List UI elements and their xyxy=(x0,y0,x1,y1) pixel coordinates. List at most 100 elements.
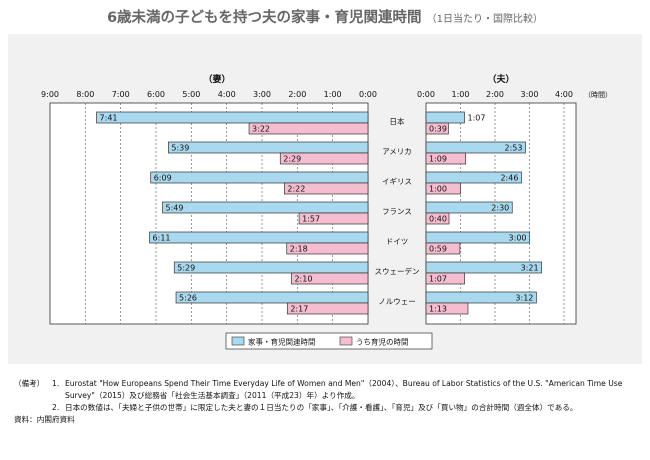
wife-total-label: 6:11 xyxy=(153,234,171,243)
wife-childcare-bar xyxy=(286,242,369,255)
wife-total-bar xyxy=(96,111,369,124)
husband-total-bar xyxy=(425,231,530,244)
husband-total-bar xyxy=(425,261,542,274)
chart-title-block: 6歳未満の子どもを持つ夫の家事・育児関連時間 （1日当たり・国際比較） xyxy=(0,6,650,27)
category-label: フランス xyxy=(382,207,412,216)
husband-total-label: 2:53 xyxy=(505,144,523,153)
note-row-2: 2. 日本の数値は、「夫婦と子供の世帯」に限定した夫と妻の１日当たりの「家事」、… xyxy=(14,402,642,414)
chart-area: 9:00 8:00 7:00 6:00 5:00 4:00 3:00 2:00 1:00 0:00… xyxy=(8,34,642,364)
husband-total-label: 3:12 xyxy=(515,294,533,303)
wife-total-bar xyxy=(150,171,369,184)
husband-total-label: 2:30 xyxy=(491,204,509,213)
husband-childcare-label: 1:13 xyxy=(429,305,447,314)
wife-childcare-bar xyxy=(298,212,369,225)
wife-total-label: 5:29 xyxy=(177,264,195,273)
wife-tick-label: 9:00 xyxy=(41,90,59,99)
wife-childcare-label: 2:29 xyxy=(283,155,301,164)
husband-childcare-bar xyxy=(425,152,467,165)
husband-childcare-label: 1:07 xyxy=(429,275,447,284)
husband-childcare-bar xyxy=(425,272,465,285)
category-label: スウェーデン xyxy=(375,266,420,276)
husband-childcare-bar xyxy=(425,122,449,135)
wife-childcare-bar xyxy=(279,152,369,165)
wife-total-bar xyxy=(175,291,369,304)
husband-total-label: 3:21 xyxy=(521,264,539,273)
chart-svg: 9:00 8:00 7:00 6:00 5:00 4:00 3:00 2:00 1:00 0:00… xyxy=(41,73,612,350)
note-number: 2. xyxy=(52,403,60,412)
wife-tick-label: 6:00 xyxy=(147,90,165,99)
category-label: アメリカ xyxy=(382,147,412,156)
wife-tick-label: 1:00 xyxy=(324,90,342,99)
wife-tick-label: 0:00 xyxy=(359,90,377,99)
husband-childcare-label: 0:40 xyxy=(429,215,447,224)
wife-childcare-label: 2:17 xyxy=(290,305,308,314)
husband-tick-label: 2:00 xyxy=(486,90,504,99)
husband-plot-area xyxy=(425,102,577,325)
husband-childcare-label: 0:39 xyxy=(429,125,447,134)
husband-tick-label: 4:00 xyxy=(555,90,573,99)
husband-childcare-label: 0:59 xyxy=(429,245,447,254)
category-label: イギリス xyxy=(382,177,412,186)
wife-panel-label: （妻） xyxy=(203,73,230,85)
wife-total-label: 5:39 xyxy=(171,144,189,153)
wife-total-bar xyxy=(168,141,369,154)
husband-tick-label: 3:00 xyxy=(521,90,539,99)
notes-tag: （備考） xyxy=(14,379,45,388)
wife-childcare-bar xyxy=(286,302,369,315)
husband-total-label: 2:46 xyxy=(500,174,518,183)
note-text: Eurostat "How Europeans Spend Their Time… xyxy=(65,379,623,400)
note-text: 日本の数値は、「夫婦と子供の世帯」に限定した夫と妻の１日当たりの「家事」、「介護… xyxy=(65,403,578,412)
notes-block: （備考） 1. Eurostat "How Europeans Spend Th… xyxy=(14,378,642,426)
wife-total-label: 5:49 xyxy=(165,204,183,213)
wife-tick-label: 3:00 xyxy=(253,90,271,99)
chart-title: 6歳未満の子どもを持つ夫の家事・育児関連時間 xyxy=(106,10,422,26)
wife-tick-label: 8:00 xyxy=(76,90,94,99)
husband-panel-label: （夫） xyxy=(487,73,514,85)
category-label: ノルウェー xyxy=(378,297,416,306)
husband-axis-unit: （時間） xyxy=(584,91,612,99)
wife-childcare-label: 2:10 xyxy=(294,275,312,284)
husband-childcare-bar xyxy=(425,302,469,315)
wife-total-bar xyxy=(162,201,369,214)
source-note: 資料：内閣府資料 xyxy=(14,415,75,424)
note-row-1: （備考） 1. Eurostat "How Europeans Spend Th… xyxy=(14,378,642,402)
chart-subtitle: （1日当たり・国際比較） xyxy=(426,14,544,25)
husband-total-bar xyxy=(425,171,522,184)
husband-childcare-bar xyxy=(425,212,450,225)
husband-childcare-label: 1:09 xyxy=(429,155,447,164)
legend-label-total: 家事・育児関連時間 xyxy=(248,337,316,347)
category-label: 日本 xyxy=(390,116,405,126)
wife-total-bar xyxy=(173,261,369,274)
legend-box xyxy=(225,332,433,350)
legend-swatch-total xyxy=(231,336,245,346)
husband-total-label: 3:00 xyxy=(509,234,527,243)
husband-total-bar xyxy=(425,201,513,214)
husband-total-bar xyxy=(425,291,537,304)
legend-swatch-childcare xyxy=(339,336,353,346)
wife-total-label: 7:41 xyxy=(100,114,118,123)
category-label: ドイツ xyxy=(386,237,409,246)
legend-label-childcare: うち育児の時間 xyxy=(356,337,409,347)
wife-childcare-bar xyxy=(291,272,369,285)
husband-childcare-bar xyxy=(425,242,461,255)
husband-childcare-label: 1:00 xyxy=(429,185,447,194)
wife-total-bar xyxy=(149,231,369,244)
wife-total-label: 5:26 xyxy=(179,294,197,303)
wife-childcare-label: 2:18 xyxy=(290,245,308,254)
wife-tick-label: 7:00 xyxy=(112,90,130,99)
wife-childcare-bar xyxy=(284,182,369,195)
wife-childcare-label: 2:22 xyxy=(287,185,305,194)
wife-childcare-label: 3:22 xyxy=(252,125,270,134)
wife-childcare-bar xyxy=(248,122,369,135)
wife-total-label: 6:09 xyxy=(154,174,172,183)
husband-childcare-bar xyxy=(425,182,461,195)
wife-tick-label: 5:00 xyxy=(182,90,200,99)
wife-childcare-label: 1:57 xyxy=(302,215,320,224)
wife-tick-label: 4:00 xyxy=(218,90,236,99)
husband-total-bar xyxy=(425,141,526,154)
husband-tick-label: 0:00 xyxy=(417,90,435,99)
wife-tick-label: 2:00 xyxy=(288,90,306,99)
note-number: 1. xyxy=(52,379,60,388)
husband-total-label: 1:07 xyxy=(468,114,486,123)
husband-tick-label: 1:00 xyxy=(452,90,470,99)
